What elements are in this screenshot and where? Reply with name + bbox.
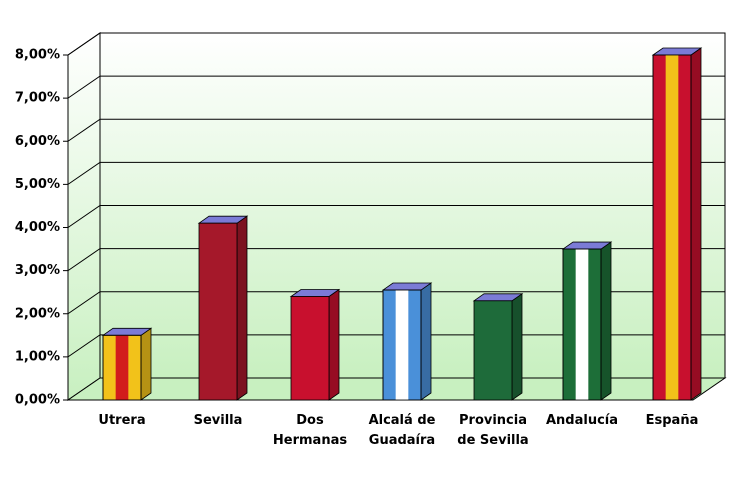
x-tick-label: Sevilla [193,413,243,428]
x-tick-label: Utrera [98,413,146,428]
x-tick-label: Andalucía [545,413,619,428]
x-tick-label: España [645,413,699,428]
bar-stripe [395,290,409,400]
y-tick-label: 0,00% [15,393,60,408]
y-tick-label: 8,00% [15,48,60,63]
bar-side [236,215,248,401]
x-tick-label: Provincia de Sevilla [457,413,529,448]
y-tick-label: 4,00% [15,220,60,235]
bar-outline [382,289,422,401]
bar-side [600,241,612,401]
grid-line [67,32,725,56]
bar-outline [562,248,602,401]
grid-line [67,248,725,272]
y-tick-label: 1,00% [15,349,60,364]
x-tick-label: Dos Hermanas [272,413,348,448]
grid-line [67,291,725,315]
bar-side [511,293,523,401]
y-tick-label: 5,00% [15,177,60,192]
bar-outline [652,54,692,401]
y-tick-label: 6,00% [15,134,60,149]
grid-line [67,161,725,185]
bar-side [420,282,432,401]
grid-line [67,75,725,99]
bar-stripe [665,55,679,400]
bar [290,296,330,401]
bar-side [328,288,340,401]
bar-side [140,327,152,401]
bar [473,300,513,401]
y-tick-label: 3,00% [15,263,60,278]
grid-line [67,205,725,228]
bar-stripe [115,335,129,400]
grid-line [67,118,725,142]
bar-side [690,47,702,401]
bar [198,222,238,401]
bar-stripe [575,249,589,400]
x-tick-label: Alcalá de Guadaíra [368,413,436,448]
y-tick-label: 7,00% [15,91,60,106]
y-tick-label: 2,00% [15,306,60,321]
bar-outline [102,334,142,401]
